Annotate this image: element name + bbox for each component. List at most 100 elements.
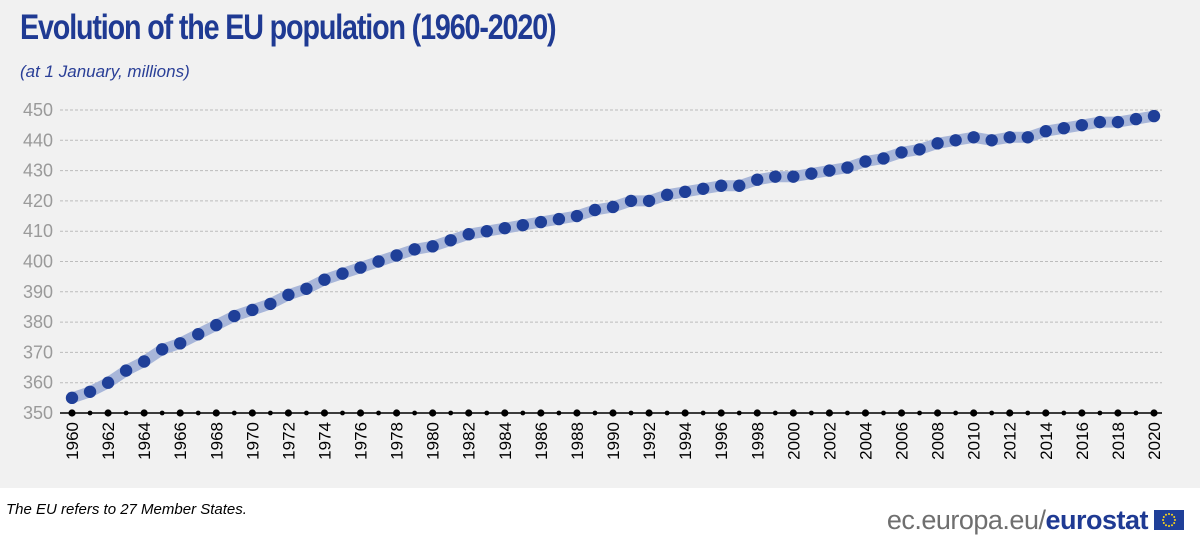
baseline-tick-dot <box>1061 410 1067 416</box>
baseline-tick-dot <box>176 409 184 417</box>
y-tick-label: 370 <box>23 342 53 362</box>
y-tick-label: 440 <box>23 130 53 150</box>
source-url[interactable]: ec.europa.eu/ <box>886 504 1046 535</box>
data-point <box>1147 109 1161 123</box>
y-tick-label: 360 <box>23 373 53 393</box>
baseline-tick-dot <box>520 410 526 416</box>
data-point <box>642 194 656 208</box>
baseline-tick-dot <box>556 410 562 416</box>
data-point <box>426 240 439 253</box>
x-tick-label: 1994 <box>676 422 695 460</box>
y-axis-ticks: 350 360 370 380 390 400 410 420 430 440 450 <box>23 100 53 423</box>
baseline-tick-dot <box>1006 409 1014 417</box>
baseline-tick-dot <box>645 409 653 417</box>
data-point <box>444 234 457 247</box>
baseline-tick-dot <box>917 410 922 416</box>
baseline-tick-dot <box>1133 410 1139 416</box>
baseline-tick-dot <box>753 409 761 417</box>
data-point <box>174 337 187 350</box>
data-point <box>318 273 331 286</box>
baseline-tick-dot <box>825 409 834 417</box>
baseline-tick-dot <box>68 409 76 417</box>
x-tick-label: 1970 <box>243 422 262 460</box>
x-tick-label: 1976 <box>352 422 371 460</box>
x-tick-label: 2010 <box>965 422 984 460</box>
data-point <box>895 146 908 159</box>
gridlines <box>60 109 1162 417</box>
data-point <box>480 225 493 238</box>
x-tick-label: 1972 <box>279 422 298 460</box>
data-point <box>715 179 728 192</box>
baseline-tick-dot <box>284 409 292 417</box>
x-tick-label: 1960 <box>63 422 82 460</box>
data-point <box>967 131 980 144</box>
baseline-tick-dot <box>87 410 93 416</box>
eurostat-source-link[interactable]: ec.europa.eu/eurostat <box>887 504 1184 536</box>
baseline-tick-dot <box>628 410 634 416</box>
eurostat-brand[interactable]: eurostat <box>1045 504 1148 535</box>
data-point <box>1129 112 1143 126</box>
data-point <box>913 143 926 156</box>
baseline-tick-dot <box>248 409 256 417</box>
baseline-tick-dot <box>970 409 978 417</box>
data-point <box>137 355 151 368</box>
baseline-tick-dot <box>573 409 581 417</box>
data-point <box>678 185 692 199</box>
baseline-tick-dot <box>772 410 778 416</box>
baseline-tick-dot <box>664 410 670 416</box>
x-tick-label: 2008 <box>929 422 948 460</box>
baseline-tick-dot <box>356 409 365 417</box>
data-point <box>1021 131 1034 144</box>
data-point <box>660 188 674 202</box>
x-tick-label: 2012 <box>1001 422 1020 460</box>
data-point <box>101 376 115 389</box>
baseline-tick-dot <box>140 409 148 417</box>
data-point <box>696 182 710 195</box>
x-tick-label: 1980 <box>424 422 443 460</box>
data-point <box>390 249 403 262</box>
data-point <box>931 137 944 150</box>
baseline-tick-dot <box>1097 410 1103 416</box>
data-point <box>552 212 566 226</box>
baseline-tick-dot <box>989 410 995 416</box>
x-tick-label: 1962 <box>99 422 118 460</box>
x-axis-ticks: 1960 1962 1964 1966 1968 1970 1972 1974 1976 1978… <box>63 422 1164 460</box>
baseline-tick-dot <box>897 409 906 417</box>
data-point <box>282 288 295 302</box>
x-tick-label: 1988 <box>568 422 587 460</box>
data-point <box>65 391 79 405</box>
eu-flag-icon <box>1154 510 1184 530</box>
baseline-tick-dot <box>1025 410 1031 416</box>
baseline-tick-dot <box>212 409 220 417</box>
data-point <box>823 164 836 177</box>
data-point <box>534 215 548 229</box>
baseline-tick-dot <box>1042 409 1050 417</box>
series-line <box>66 110 1160 404</box>
baseline-tick-dot <box>681 409 689 417</box>
x-tick-label: 1968 <box>207 422 226 460</box>
data-markers <box>65 109 1161 405</box>
baseline-tick-dot <box>592 410 598 416</box>
data-point <box>372 255 385 268</box>
x-tick-label: 1984 <box>496 422 515 460</box>
baseline-tick-dot <box>609 409 617 417</box>
data-point <box>588 203 602 217</box>
x-tick-label: 1992 <box>640 422 659 460</box>
data-point <box>985 134 998 147</box>
chart-panel <box>0 0 1200 488</box>
baseline-tick-dot <box>393 409 401 417</box>
data-point <box>264 297 277 311</box>
baseline-tick-dot <box>845 410 850 416</box>
x-tick-label: 2002 <box>820 422 839 460</box>
x-tick-label: 2006 <box>893 422 912 460</box>
data-point <box>787 170 800 183</box>
baseline-tick-dot <box>934 409 942 417</box>
chart-subtitle: (at 1 January, millions) <box>20 62 190 81</box>
baseline-tick-dot <box>736 410 742 416</box>
y-tick-label: 400 <box>23 252 53 272</box>
baseline-tick-dot <box>304 410 309 416</box>
data-point <box>83 385 97 398</box>
x-tick-label: 2018 <box>1109 422 1128 460</box>
data-point <box>192 328 205 341</box>
data-point <box>336 267 349 280</box>
